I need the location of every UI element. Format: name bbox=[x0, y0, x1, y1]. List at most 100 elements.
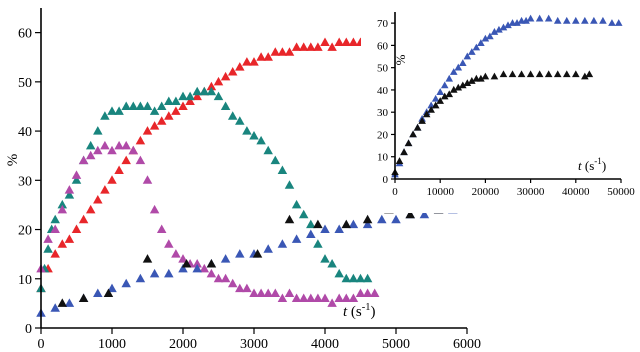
main-point-s1-23 bbox=[185, 91, 195, 101]
main-point-s1-7 bbox=[71, 175, 82, 184]
main-point-s1-12 bbox=[107, 106, 117, 115]
main-point-s4-2 bbox=[103, 288, 114, 298]
main-point-s1-44 bbox=[334, 268, 344, 278]
inset-point-s0-40 bbox=[614, 19, 623, 26]
main-x-tick-label: 5000 bbox=[382, 337, 410, 352]
main-point-s3-4 bbox=[93, 288, 103, 298]
inset-point-s1-1 bbox=[395, 157, 404, 164]
inset-point-s0-32 bbox=[544, 14, 553, 22]
main-point-s0-7 bbox=[85, 204, 96, 214]
main-point-s2-32 bbox=[263, 288, 273, 298]
main-point-s4-6 bbox=[252, 249, 263, 258]
main-point-s1-27 bbox=[213, 91, 224, 101]
inset-series-1 bbox=[391, 70, 594, 176]
main-point-s2-18 bbox=[164, 239, 174, 248]
inset-background bbox=[361, 8, 640, 213]
inset-point-s1-8 bbox=[427, 105, 435, 113]
inset-point-s0-14 bbox=[454, 63, 463, 71]
main-point-s2-45 bbox=[355, 288, 366, 298]
inset-point-s0-17 bbox=[468, 48, 476, 55]
main-point-s2-34 bbox=[277, 293, 288, 302]
main-point-s2-43 bbox=[341, 293, 352, 302]
inset-point-s0-13 bbox=[449, 68, 458, 75]
inset-point-s0-12 bbox=[445, 74, 454, 82]
main-point-s2-19 bbox=[171, 249, 181, 258]
main-point-s1-39 bbox=[298, 209, 309, 219]
inset-plot: 0 10000 20000 30000 40000 50000 0 10 20 30 40 50 60 7… bbox=[361, 8, 640, 213]
inset-x-tick-label: 50000 bbox=[607, 186, 635, 198]
main-point-s0-11 bbox=[114, 165, 124, 174]
main-point-s4-9 bbox=[341, 219, 352, 229]
main-point-s3-9 bbox=[164, 268, 174, 278]
main-point-s3-10 bbox=[178, 263, 188, 273]
main-point-s0-6 bbox=[78, 214, 89, 224]
main-point-s2-35 bbox=[284, 288, 295, 298]
inset-point-s1-16 bbox=[463, 79, 472, 87]
main-point-s1-29 bbox=[227, 111, 238, 120]
inset-point-s0-18 bbox=[472, 43, 481, 51]
main-point-s2-1 bbox=[43, 234, 53, 243]
inset-point-s1-25 bbox=[526, 70, 535, 78]
main-point-s3-16 bbox=[263, 244, 273, 253]
main-point-s1-48 bbox=[362, 273, 373, 283]
main-point-s2-14 bbox=[135, 155, 146, 165]
inset-point-s1-15 bbox=[459, 81, 467, 89]
main-point-s4-3 bbox=[142, 254, 153, 263]
inset-point-s0-30 bbox=[526, 14, 535, 22]
main-point-s1-45 bbox=[341, 273, 352, 283]
main-point-s3-20 bbox=[320, 224, 330, 234]
main-point-s3-7 bbox=[135, 273, 146, 283]
main-point-s2-10 bbox=[107, 145, 117, 155]
main-point-s0-44 bbox=[348, 37, 359, 46]
main-series-1 bbox=[36, 86, 373, 293]
inset-point-s0-15 bbox=[459, 59, 467, 67]
main-point-s3-25 bbox=[391, 214, 401, 224]
main-point-s0-9 bbox=[100, 185, 110, 194]
main-point-s1-15 bbox=[128, 101, 139, 110]
main-point-s1-26 bbox=[206, 86, 217, 96]
main-y-axis-title: % bbox=[5, 154, 21, 167]
main-point-s3-24 bbox=[377, 214, 387, 224]
inset-x-tick-label: 30000 bbox=[517, 186, 545, 198]
inset-point-s1-32 bbox=[585, 70, 594, 78]
main-y-tick-label: 0 bbox=[25, 322, 32, 337]
main-point-s1-22 bbox=[178, 91, 188, 101]
main-point-s1-42 bbox=[320, 254, 330, 263]
inset-point-s0-23 bbox=[495, 25, 503, 33]
main-point-s1-32 bbox=[249, 131, 259, 140]
main-point-s0-5 bbox=[71, 224, 82, 234]
main-point-s0-8 bbox=[93, 195, 103, 204]
inset-x-tick-label: 20000 bbox=[472, 186, 500, 198]
main-y-tick-label: 60 bbox=[18, 27, 32, 42]
main-point-s2-33 bbox=[270, 288, 281, 298]
main-series-3 bbox=[36, 199, 469, 317]
main-point-s1-40 bbox=[306, 219, 316, 229]
main-point-s2-40 bbox=[320, 293, 330, 302]
main-point-s0-15 bbox=[142, 126, 153, 135]
main-point-s1-43 bbox=[327, 259, 337, 268]
main-point-s0-14 bbox=[135, 135, 146, 145]
main-point-s1-13 bbox=[114, 106, 124, 115]
main-plot: 0 1000 2000 3000 4000 5000 60000102030405060%t… bbox=[5, 8, 481, 352]
inset-point-s1-5 bbox=[413, 123, 422, 131]
main-point-s0-25 bbox=[213, 76, 224, 86]
main-point-s1-2 bbox=[43, 244, 53, 253]
main-point-s2-44 bbox=[348, 293, 359, 302]
inset-point-s0-10 bbox=[436, 88, 444, 95]
main-point-s3-21 bbox=[334, 224, 344, 234]
inset-point-s1-11 bbox=[440, 92, 449, 100]
main-point-s1-9 bbox=[85, 140, 96, 150]
main-y-tick-label: 40 bbox=[18, 125, 32, 140]
main-point-s2-2 bbox=[50, 224, 60, 234]
main-point-s2-6 bbox=[78, 155, 89, 165]
main-point-s1-17 bbox=[142, 101, 153, 110]
main-point-s1-33 bbox=[256, 135, 266, 145]
main-point-s1-21 bbox=[171, 96, 181, 106]
main-point-s3-27 bbox=[419, 209, 430, 219]
main-point-s3-6 bbox=[121, 278, 131, 288]
main-point-s1-31 bbox=[242, 126, 252, 135]
main-point-s0-12 bbox=[121, 155, 131, 165]
main-point-s2-22 bbox=[192, 259, 202, 268]
main-point-s3-18 bbox=[291, 234, 302, 243]
